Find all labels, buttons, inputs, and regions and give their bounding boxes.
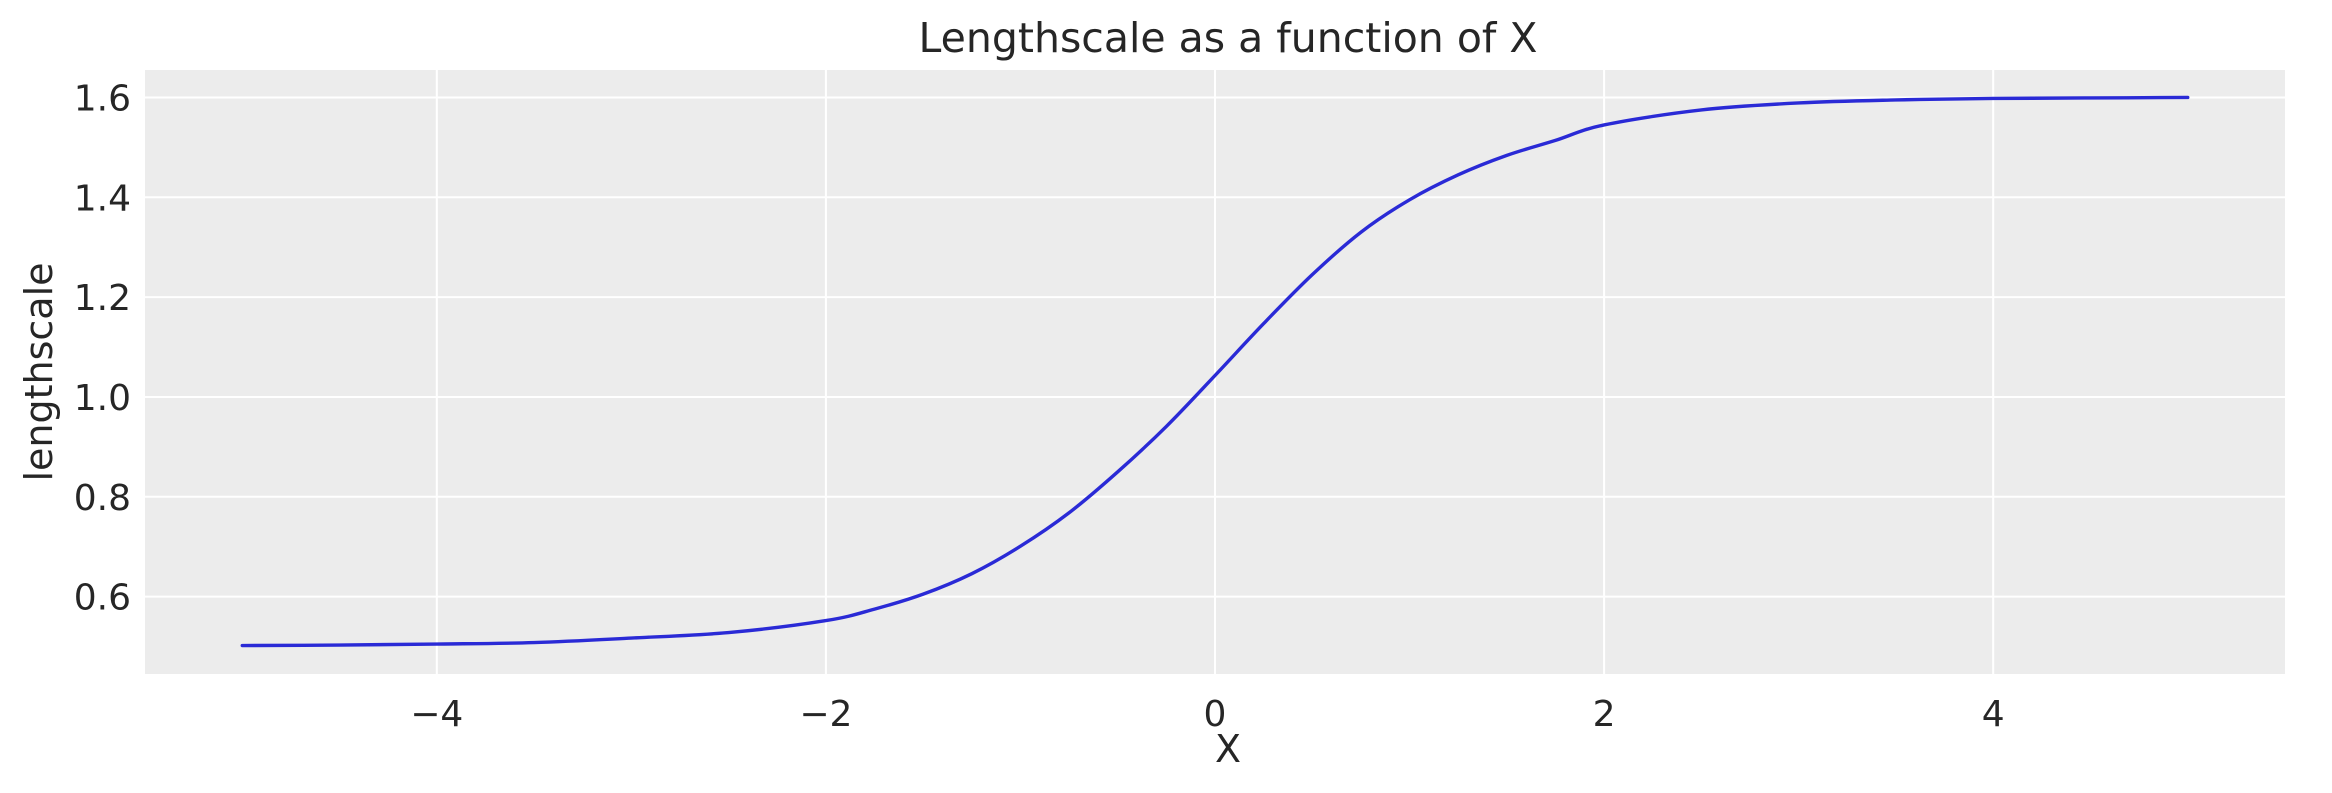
chart-title: Lengthscale as a function of X bbox=[919, 14, 1538, 62]
series-line bbox=[240, 95, 2190, 648]
x-gridlines bbox=[435, 70, 1995, 674]
series-layer bbox=[240, 95, 2190, 648]
y-tick-label: 0.6 bbox=[74, 578, 131, 619]
x-axis-label: X bbox=[1215, 727, 1241, 771]
y-tick-label: 1.2 bbox=[74, 278, 131, 319]
y-axis-label: lengthscale bbox=[17, 262, 61, 481]
y-tick-label: 1.0 bbox=[74, 378, 131, 419]
y-tick-label: 1.4 bbox=[74, 178, 131, 219]
y-tick-label: 1.6 bbox=[74, 78, 131, 119]
y-gridlines bbox=[145, 96, 2285, 598]
y-tick-label: 0.8 bbox=[74, 478, 131, 519]
x-tick-label: 2 bbox=[1593, 694, 1616, 735]
x-tick-labels: −4 −2 0 2 4 bbox=[410, 694, 2004, 735]
x-tick-label: 4 bbox=[1982, 694, 2005, 735]
y-tick-labels: 0.6 0.8 1.0 1.2 1.4 1.6 bbox=[74, 78, 131, 618]
x-tick-label: −2 bbox=[799, 694, 852, 735]
x-tick-label: −4 bbox=[410, 694, 463, 735]
x-tick-label: 0 bbox=[1204, 694, 1227, 735]
